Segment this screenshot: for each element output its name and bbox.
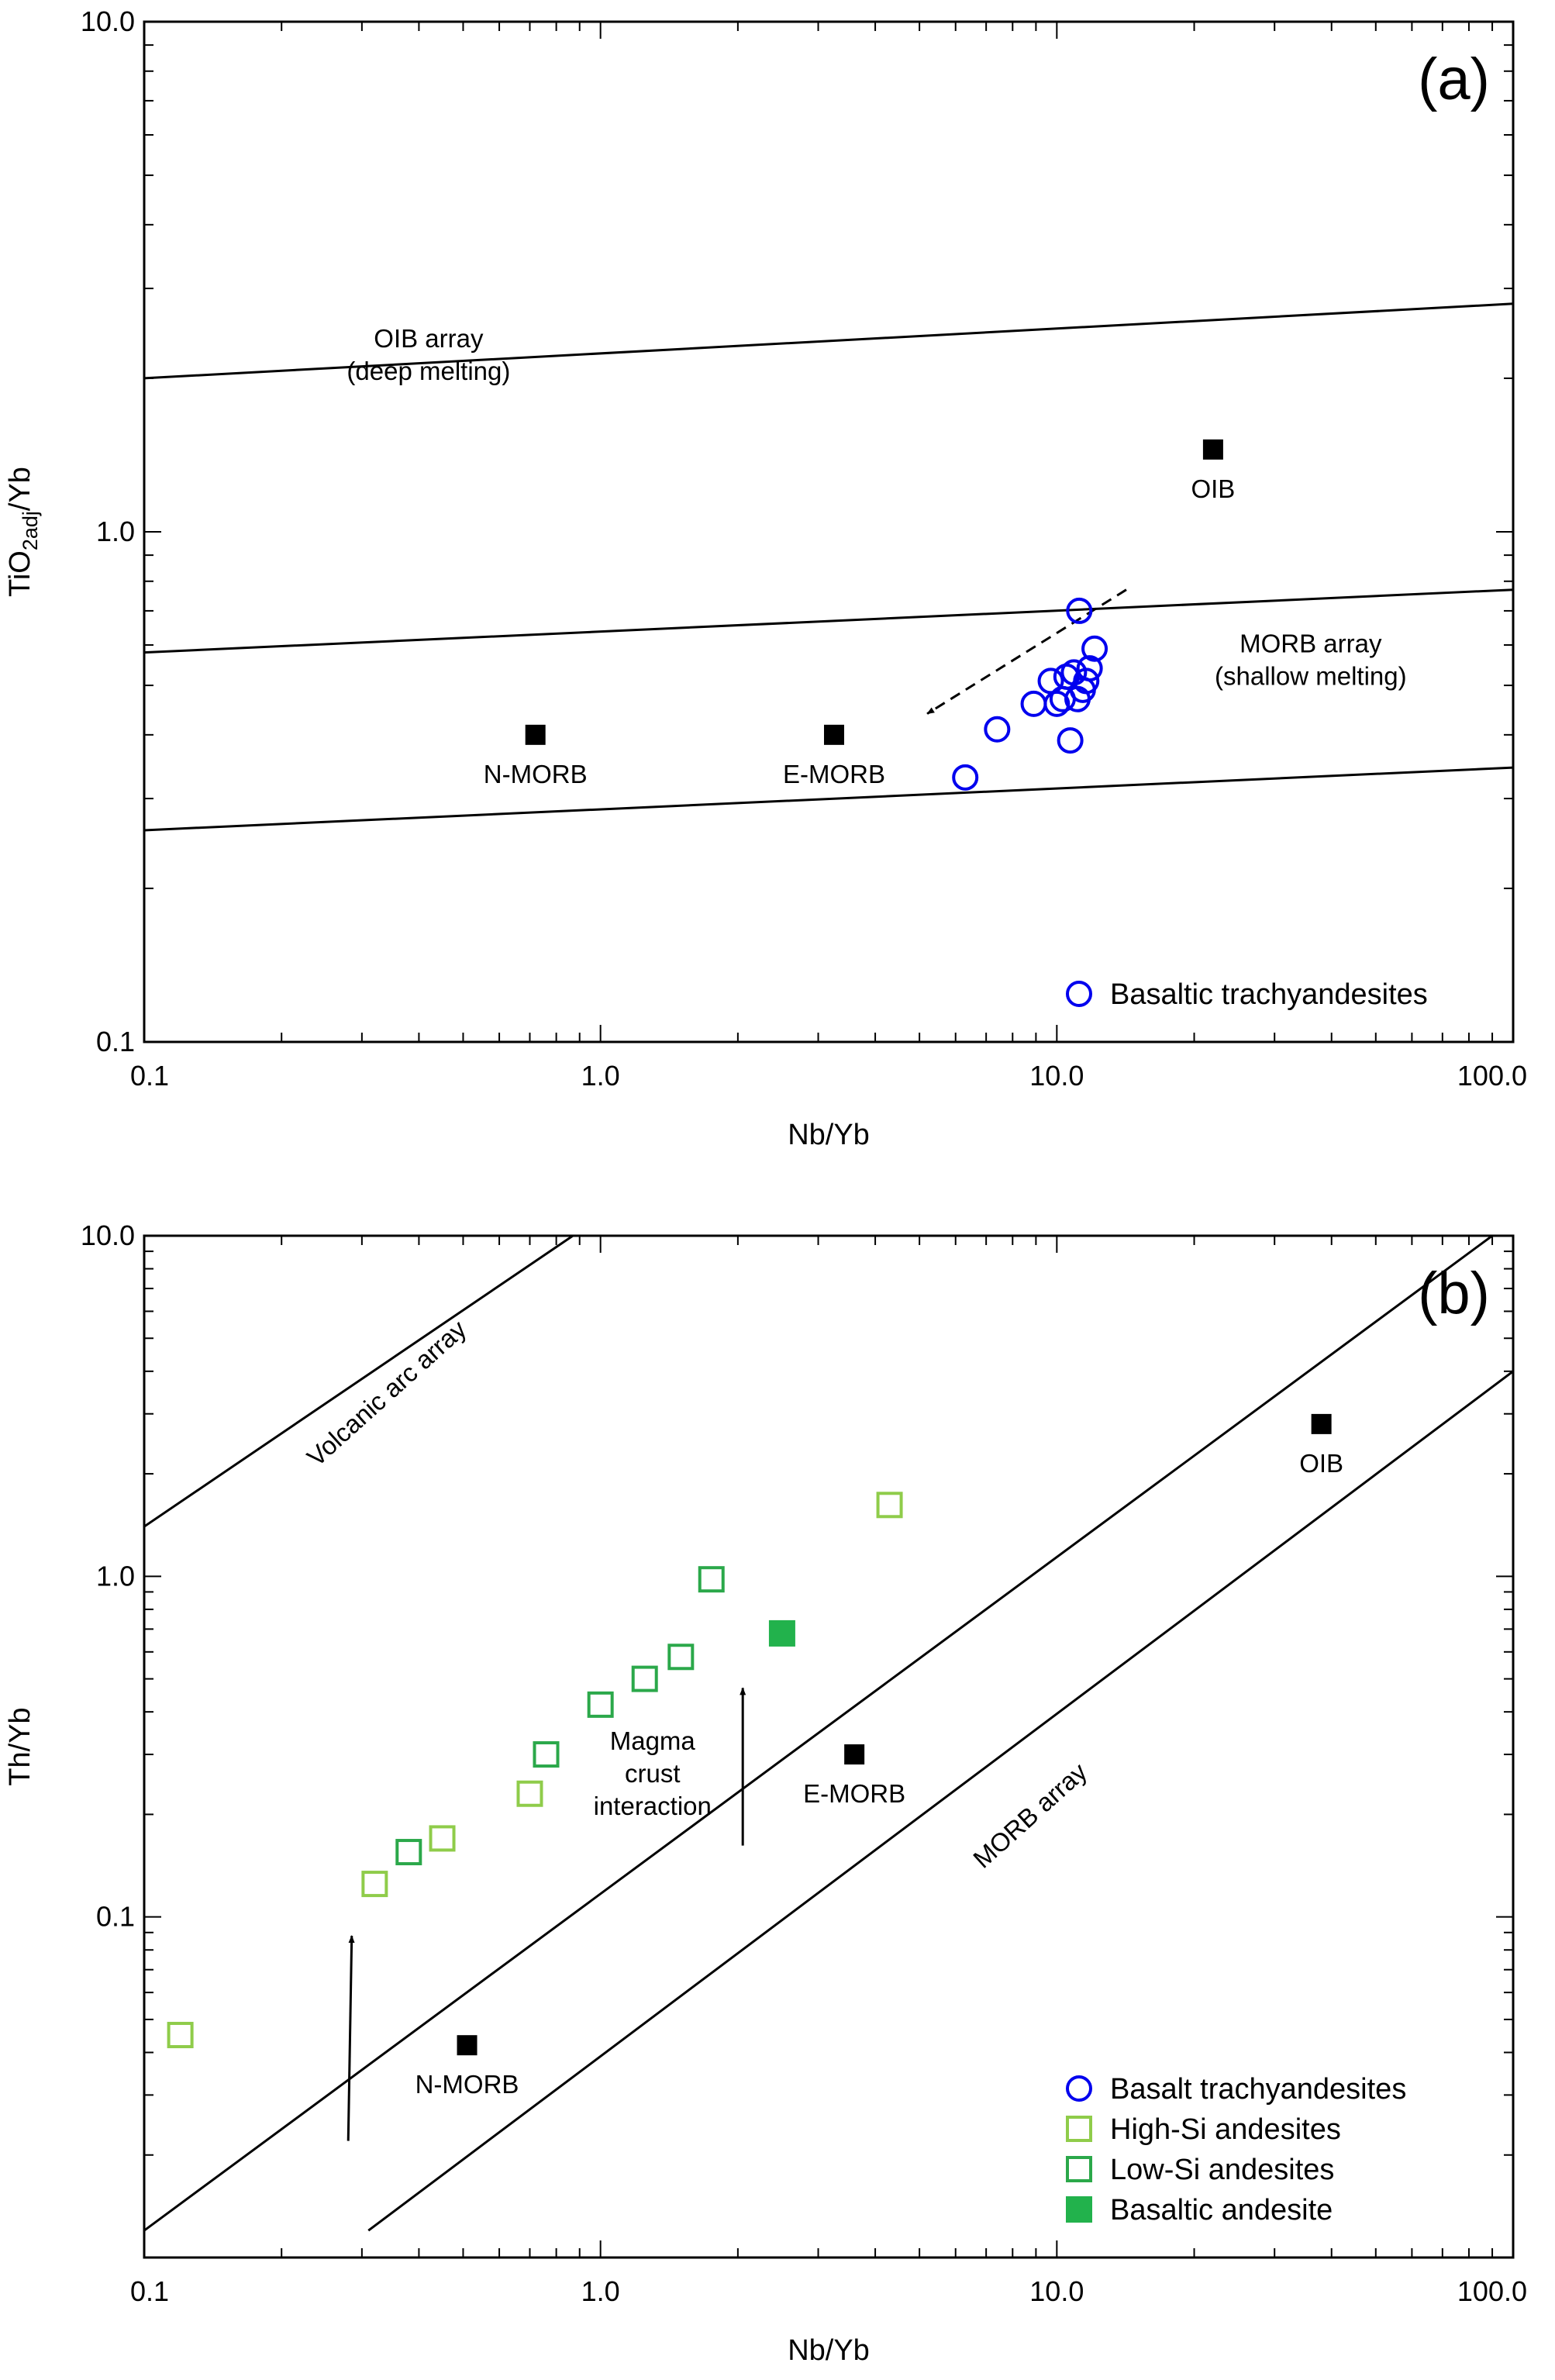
y-axis-label: TiO2adj/Yb xyxy=(4,467,42,597)
reference-point xyxy=(823,724,844,745)
x-tick-label: 1.0 xyxy=(581,1060,620,1092)
legend: Basaltic trachyandesites xyxy=(1066,978,1428,1011)
legend-marker xyxy=(1066,981,1092,1007)
data-point xyxy=(533,1741,560,1768)
field-label: MORB array xyxy=(967,1757,1092,1874)
x-tick-label: 100.0 xyxy=(1457,2275,1527,2307)
legend-label: High-Si andesites xyxy=(1110,2113,1341,2146)
plot-frame xyxy=(143,1234,1515,2259)
data-point xyxy=(395,1839,422,1866)
data-point xyxy=(1081,635,1108,662)
reference-point xyxy=(525,724,546,745)
data-point xyxy=(1057,727,1084,754)
field-label: OIB array (deep melting) xyxy=(347,324,510,385)
array-boundary-line xyxy=(144,766,1513,832)
legend-label: Basalt trachyandesites xyxy=(1110,2073,1406,2106)
field-label: Volcanic arc array xyxy=(302,1314,472,1471)
y-tick-label: 0.1 xyxy=(96,1901,135,1933)
data-point xyxy=(698,1566,725,1593)
reference-point-label: E-MORB xyxy=(803,1779,905,1808)
data-series xyxy=(395,1566,725,1866)
x-tick-label: 10.0 xyxy=(1029,1060,1084,1092)
legend-marker xyxy=(1066,2075,1092,2102)
array-boundary-line xyxy=(144,1236,574,1528)
data-point xyxy=(1073,667,1100,695)
y-axis-label: Th/Yb xyxy=(4,1707,36,1785)
panel-b: 0.1 1.0 10.0 100.0 0.1 1.0 10.0 Nb/Yb Th/Yb (b) Vo… xyxy=(4,1219,1527,2367)
x-tick-label: 0.1 xyxy=(130,1060,169,1092)
field-label: MORB array (shallow melting) xyxy=(1215,629,1407,691)
data-point xyxy=(167,2022,194,2049)
array-boundary-line xyxy=(144,302,1513,380)
field-label: Magma crust interaction xyxy=(594,1726,712,1820)
reference-point xyxy=(844,1744,865,1765)
data-series xyxy=(167,1492,903,2049)
reference-point-label: N-MORB xyxy=(415,2070,519,2099)
reference-point-label: OIB xyxy=(1299,1449,1343,1478)
y-tick-label: 10.0 xyxy=(81,1219,135,1251)
x-axis-label: Nb/Yb xyxy=(788,1119,870,1151)
panel-label: (b) xyxy=(1418,1261,1490,1326)
reference-point-label: OIB xyxy=(1191,474,1235,503)
data-point xyxy=(429,1825,456,1852)
legend-marker xyxy=(1066,2196,1092,2223)
y-tick-label: 10.0 xyxy=(81,5,135,37)
array-boundary-line xyxy=(144,1236,1493,2232)
legend-label: Low-Si andesites xyxy=(1110,2154,1334,2186)
data-point xyxy=(1020,690,1047,717)
data-point xyxy=(768,1619,795,1647)
data-point xyxy=(984,716,1011,743)
data-point xyxy=(1066,597,1093,624)
legend-label: Basaltic trachyandesites xyxy=(1110,978,1428,1011)
legend: Basalt trachyandesites High-Si andesites L… xyxy=(1066,2073,1406,2227)
panel-a: 0.1 1.0 10.0 100.0 0.1 1.0 10.0 Nb/Yb TiO2adj/Yb… xyxy=(4,5,1527,1151)
data-point xyxy=(361,1871,388,1898)
data-point xyxy=(587,1691,614,1718)
reference-point-label: N-MORB xyxy=(484,760,588,788)
y-tick-label: 1.0 xyxy=(96,1560,135,1592)
axis-ticks xyxy=(143,1236,1513,2258)
array-boundary-line xyxy=(367,1370,1513,2232)
data-point xyxy=(631,1665,658,1692)
y-tick-label: 1.0 xyxy=(96,516,135,547)
array-boundary-line xyxy=(144,588,1513,654)
x-axis-label: Nb/Yb xyxy=(788,2334,870,2367)
data-point xyxy=(952,764,979,791)
reference-lines xyxy=(144,1236,1513,2232)
reference-point xyxy=(457,2035,478,2056)
legend-marker xyxy=(1066,2156,1092,2182)
trend-arrow xyxy=(347,1935,355,2141)
data-point xyxy=(516,1780,543,1807)
x-tick-label: 100.0 xyxy=(1457,1060,1527,1092)
data-point xyxy=(876,1492,903,1519)
panel-label: (a) xyxy=(1418,47,1490,112)
axis-ticks xyxy=(143,22,1513,1043)
plot-frame xyxy=(143,20,1515,1043)
x-tick-label: 0.1 xyxy=(130,2275,169,2307)
reference-point xyxy=(1311,1413,1332,1434)
legend-marker xyxy=(1066,2116,1092,2142)
legend-label: Basaltic andesite xyxy=(1110,2194,1333,2227)
data-series xyxy=(952,597,1108,791)
reference-point xyxy=(1202,439,1223,460)
x-tick-label: 10.0 xyxy=(1029,2275,1084,2307)
reference-point-label: E-MORB xyxy=(783,760,885,788)
data-point xyxy=(1076,655,1103,682)
trend-arrow xyxy=(926,588,1127,715)
reference-lines xyxy=(144,302,1513,832)
y-tick-label: 0.1 xyxy=(96,1026,135,1057)
data-series xyxy=(768,1619,795,1647)
x-tick-label: 1.0 xyxy=(581,2275,620,2307)
data-point xyxy=(667,1644,695,1671)
